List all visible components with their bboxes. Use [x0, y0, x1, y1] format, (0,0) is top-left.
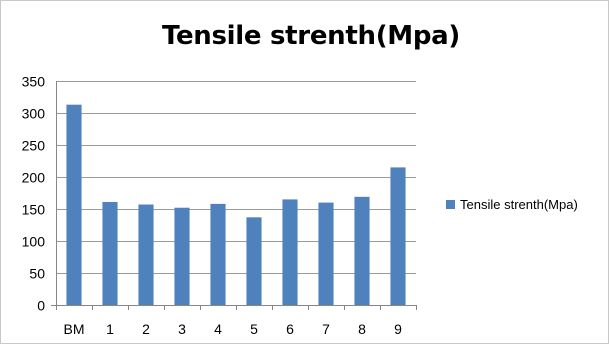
x-tick-label: BM	[64, 321, 85, 337]
x-tick-label: 2	[142, 321, 150, 337]
bar	[390, 167, 406, 305]
x-tick-label: 8	[358, 321, 366, 337]
legend-swatch	[446, 200, 455, 209]
legend-label: Tensile strenth(Mpa)	[460, 197, 578, 212]
bar	[210, 203, 226, 305]
x-tick-label: 5	[250, 321, 258, 337]
x-tick-label: 7	[322, 321, 330, 337]
bar	[102, 201, 118, 305]
bar	[138, 204, 154, 305]
y-tick-label: 200	[22, 170, 46, 186]
bar	[354, 196, 370, 305]
x-tick-label: 9	[394, 321, 402, 337]
x-tick-label: 3	[178, 321, 186, 337]
y-tick-label: 100	[22, 234, 46, 250]
x-tick-label: 6	[286, 321, 294, 337]
y-tick-label: 250	[22, 138, 46, 154]
y-tick-label: 0	[37, 298, 45, 314]
bar	[318, 202, 334, 305]
x-tick-label: 4	[214, 321, 222, 337]
y-tick-label: 300	[22, 106, 46, 122]
bar	[246, 217, 262, 305]
legend: Tensile strenth(Mpa)	[446, 197, 578, 212]
y-tick-label: 150	[22, 202, 46, 218]
y-tick-label: 50	[29, 266, 45, 282]
bar	[66, 104, 82, 306]
bar	[282, 199, 298, 305]
chart-title: Tensile strenth(Mpa)	[161, 21, 460, 51]
x-tick-label: 1	[106, 321, 114, 337]
y-tick-label: 350	[22, 74, 46, 90]
bar	[174, 207, 190, 305]
